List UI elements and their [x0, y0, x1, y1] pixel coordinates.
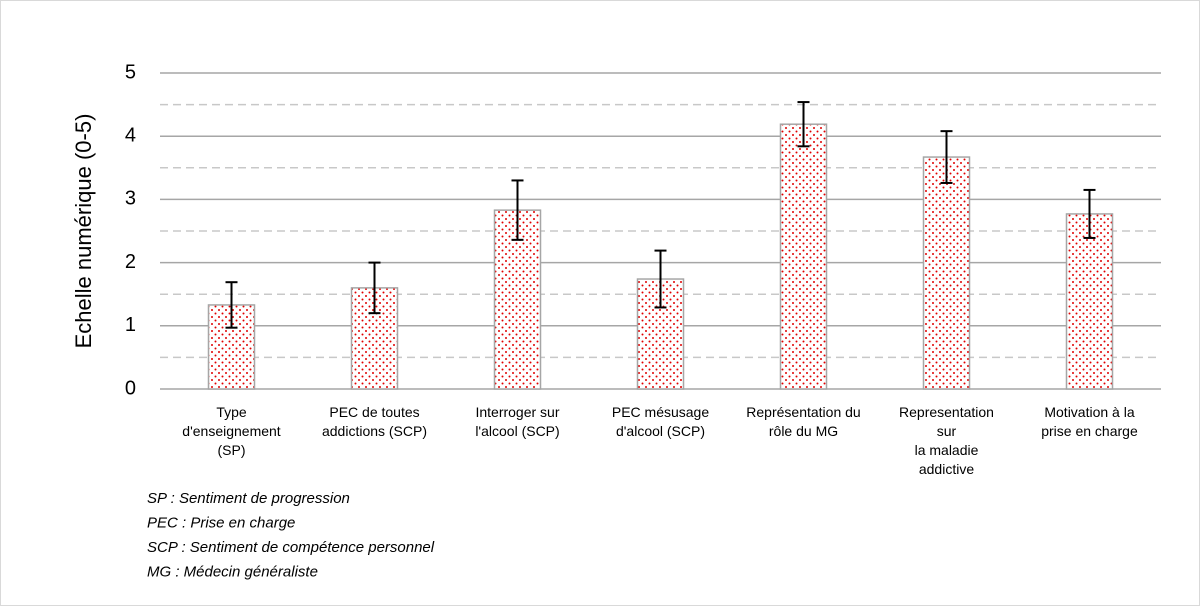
error-bar [511, 179, 524, 241]
footnote: SCP : Sentiment de compétence personnel [147, 539, 435, 556]
bar [1065, 213, 1114, 390]
y-tick-label: 4 [125, 124, 136, 146]
error-bar [368, 261, 381, 315]
footnote: MG : Médecin généraliste [147, 564, 318, 581]
error-bar [1083, 188, 1096, 239]
x-tick-label: Interroger sur l'alcool (SCP) [475, 404, 560, 439]
bar [779, 123, 828, 390]
x-tick-label: Type d'enseignement (SP) [182, 404, 281, 458]
x-tick-label: Représentation du rôle du MG [746, 404, 860, 439]
y-tick-label: 2 [125, 251, 136, 273]
bar [922, 156, 971, 390]
y-tick-label: 1 [125, 314, 136, 336]
error-bar [225, 281, 238, 329]
error-bar [654, 249, 667, 309]
x-tick-label: PEC de toutes addictions (SCP) [322, 404, 427, 439]
error-bar [797, 101, 810, 148]
bar [207, 304, 256, 390]
error-bar [940, 130, 953, 184]
x-tick-label: PEC mésusage d'alcool (SCP) [612, 404, 709, 439]
x-tick-label: Representation sur la maladie addictive [899, 404, 994, 477]
y-tick-label: 5 [125, 61, 136, 83]
footnote: SP : Sentiment de progression [147, 490, 350, 507]
y-tick-label: 0 [125, 377, 136, 399]
footnote: PEC : Prise en charge [147, 515, 295, 532]
x-tick-label: Motivation à la prise en charge [1041, 404, 1138, 439]
y-axis-title: Echelle numérique (0-5) [71, 114, 96, 349]
y-tick-label: 3 [125, 188, 136, 210]
